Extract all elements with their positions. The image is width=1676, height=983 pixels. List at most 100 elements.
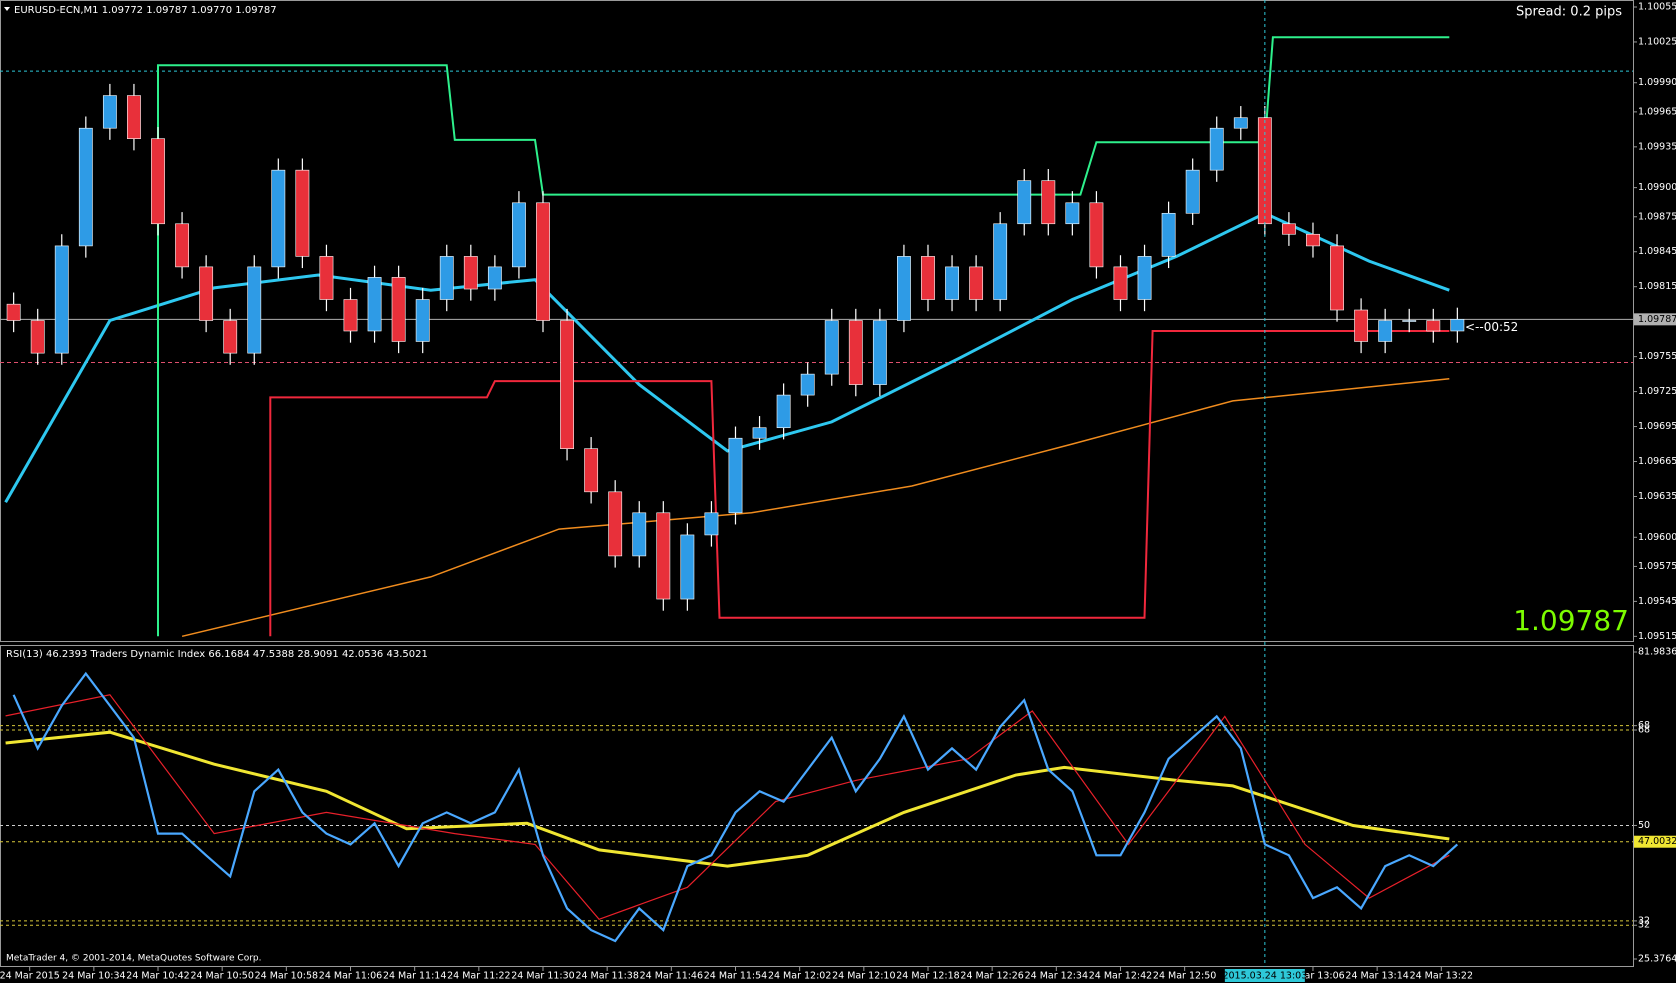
x-tick-label: 24 Mar 13:06: [1281, 971, 1344, 982]
candle-body: [247, 266, 262, 354]
x-tick-label: 24 Mar 10:50: [190, 971, 253, 982]
candle-body: [584, 448, 599, 493]
candle-body: [1426, 320, 1441, 332]
y-tick-label: 1.09545: [1638, 596, 1676, 607]
y-tick-label: 1.09875: [1638, 211, 1676, 222]
candle-body: [1378, 320, 1393, 342]
y-tick-label: 1.09965: [1638, 106, 1676, 117]
x-tick-label: 24 Mar 13:22: [1410, 971, 1473, 982]
spread: Spread: 0.2 pips: [1516, 5, 1622, 20]
candle-body: [1281, 223, 1296, 235]
candle-body: [728, 437, 743, 514]
main-frame: [0, 0, 1634, 642]
x-tick-label: 24 Mar 11:30: [511, 971, 574, 982]
candle-body: [632, 512, 647, 557]
candle-body: [1185, 169, 1200, 214]
x-tick-label: 24 Mar 2015: [0, 971, 60, 982]
candle-body: [752, 427, 767, 439]
candle-body: [1113, 266, 1128, 300]
candle-body: [1161, 212, 1176, 257]
candle-body: [1354, 309, 1369, 342]
y-tick-label: 1.09575: [1638, 561, 1676, 572]
current-price-tag-label: 1.09787: [1638, 314, 1676, 325]
candle-body: [343, 299, 358, 332]
x-tick-label: 24 Mar 11:46: [640, 971, 703, 982]
candle-body: [1233, 117, 1248, 129]
candle-body: [102, 95, 117, 129]
candle-body: [704, 512, 719, 536]
window-title: EURUSD-ECN,M1 1.09772 1.09787 1.09770 1.…: [14, 5, 277, 16]
candle-body: [800, 373, 815, 396]
candle-body: [897, 256, 911, 321]
x-tick-label: 24 Mar 10:34: [62, 971, 125, 982]
y-tick-label: 1.10055: [1638, 1, 1676, 12]
big-price: 1.09787: [1513, 604, 1629, 637]
y-tick-label: 1.09635: [1638, 491, 1676, 502]
y-tick-label: 1.09845: [1638, 246, 1676, 257]
current-price-tag: [1634, 313, 1676, 326]
marker-tag-label: 47.0032: [1638, 836, 1676, 847]
y-tick-label: 1.09515: [1638, 631, 1676, 642]
candle-body: [175, 223, 189, 268]
candle-body: [921, 256, 935, 300]
x-tick-label: 24 Mar 10:58: [255, 971, 318, 982]
candle-body: [608, 491, 623, 557]
indicator-line: [12, 671, 1459, 943]
candle-body: [824, 320, 839, 375]
candle-body: [127, 95, 141, 139]
y-tick-label: 32: [1638, 920, 1650, 931]
candle-body: [487, 266, 502, 290]
candle-body: [6, 303, 21, 321]
y-tick-label: 81.9836: [1638, 647, 1676, 658]
y-tick-label: 1.09665: [1638, 456, 1676, 467]
x-tick-label: 24 Mar 12:18: [896, 971, 959, 982]
crosshair-tag-label: 2015.03.24 13:03: [1222, 971, 1307, 982]
y-tick-label: 68: [1638, 720, 1650, 731]
candle-body: [415, 299, 430, 342]
menu-arrow[interactable]: [4, 7, 10, 11]
candle-body: [512, 202, 526, 268]
y-tick-label: 1.09695: [1638, 421, 1676, 432]
candle-body: [848, 320, 863, 385]
candle-body: [536, 202, 550, 321]
candle-body: [30, 320, 45, 354]
rsi-title: RSI(13) 46.2393 Traders Dynamic Index 66…: [6, 649, 428, 660]
candle-body: [680, 534, 695, 600]
marker-tag: [1634, 835, 1676, 848]
y-tick-label: 1.09990: [1638, 77, 1676, 88]
x-tick-label: 24 Mar 12:34: [1025, 971, 1088, 982]
y-tick-label: 1.09815: [1638, 281, 1676, 292]
candle-body: [223, 320, 238, 354]
x-tick-label: 24 Mar 10:42: [126, 971, 189, 982]
countdown: <--00:52: [1465, 320, 1518, 334]
candle-body: [1137, 256, 1152, 300]
y-tick-label: 1.09900: [1638, 182, 1676, 193]
x-tick-label: 24 Mar 13:14: [1345, 971, 1408, 982]
candle-body: [656, 512, 671, 600]
candle-body: [1402, 320, 1417, 322]
candle-body: [295, 169, 310, 257]
y-tick-label: 1.09755: [1638, 351, 1676, 362]
y-tick-label: 25.3764: [1638, 954, 1676, 965]
y-tick-label: 1.10025: [1638, 36, 1676, 47]
x-tick-label: 24 Mar 11:38: [575, 971, 638, 982]
x-tick-label: 24 Mar 11:22: [447, 971, 510, 982]
candle-body: [776, 394, 791, 429]
candle-body: [1041, 180, 1056, 225]
candle-body: [872, 320, 887, 385]
x-tick-label: 24 Mar 11:06: [319, 971, 382, 982]
indicator-line: [181, 378, 1450, 638]
candle-body: [78, 127, 93, 247]
y-tick-label: 32: [1638, 915, 1650, 926]
rsi-frame: [0, 645, 1634, 967]
x-tick-label: 24 Mar 12:02: [768, 971, 831, 982]
x-tick-label: 24 Mar 12:50: [1153, 971, 1216, 982]
x-tick-label: 24 Mar 12:10: [832, 971, 895, 982]
candle-body: [463, 256, 478, 290]
y-tick-label: 1.09600: [1638, 532, 1676, 543]
x-tick-label: 24 Mar 12:26: [960, 971, 1023, 982]
